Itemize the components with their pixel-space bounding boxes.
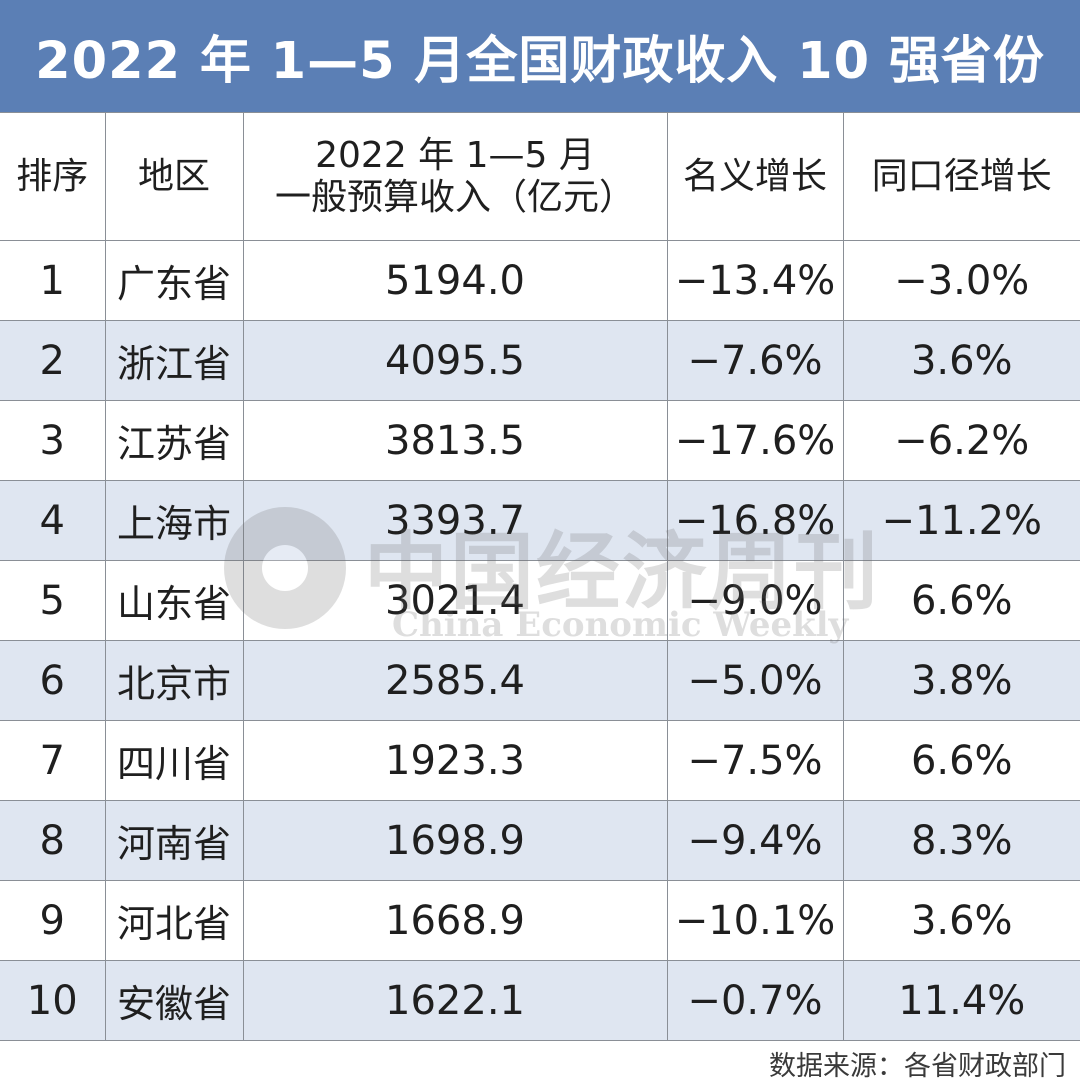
revenue-cell: 3813.5 [242, 400, 668, 481]
revenue-cell: 1923.3 [242, 720, 668, 801]
revenue-table: 排序 地区 2022 年 1—5 月 一般预算收入（亿元） 名义增长 同口径增长… [0, 112, 1080, 1041]
rank-cell: 7 [0, 720, 106, 801]
rank-cell: 2 [0, 320, 106, 401]
comparable-growth-cell: −3.0% [842, 240, 1080, 321]
revenue-cell: 1622.1 [242, 960, 668, 1041]
comparable-growth-cell: 11.4% [842, 960, 1080, 1041]
header-nominal-growth: 名义增长 [666, 112, 844, 241]
revenue-cell: 1698.9 [242, 800, 668, 881]
header-revenue-line2: 一般预算收入（亿元） [274, 176, 635, 218]
table-row: 2 浙江省 4095.5 −7.6% 3.6% [0, 320, 1080, 401]
comparable-growth-cell: 3.8% [842, 640, 1080, 721]
table-row: 6 北京市 2585.4 −5.0% 3.8% [0, 640, 1080, 721]
rank-cell: 6 [0, 640, 106, 721]
source-note: 数据来源：各省财政部门 [769, 1051, 1066, 1082]
header-row: 排序 地区 2022 年 1—5 月 一般预算收入（亿元） 名义增长 同口径增长 [0, 112, 1080, 241]
region-cell: 河北省 [104, 880, 244, 961]
revenue-cell: 2585.4 [242, 640, 668, 721]
region-cell: 上海市 [104, 480, 244, 561]
revenue-cell: 4095.5 [242, 320, 668, 401]
table-row: 9 河北省 1668.9 −10.1% 3.6% [0, 880, 1080, 961]
comparable-growth-cell: 3.6% [842, 880, 1080, 961]
nominal-growth-cell: −9.0% [666, 560, 844, 641]
header-comparable-growth: 同口径增长 [842, 112, 1080, 241]
revenue-cell: 3021.4 [242, 560, 668, 641]
header-region: 地区 [104, 112, 244, 241]
region-cell: 江苏省 [104, 400, 244, 481]
nominal-growth-cell: −7.5% [666, 720, 844, 801]
comparable-growth-cell: 6.6% [842, 560, 1080, 641]
region-cell: 四川省 [104, 720, 244, 801]
header-revenue-line1: 2022 年 1—5 月 [315, 134, 595, 176]
region-cell: 广东省 [104, 240, 244, 321]
region-cell: 浙江省 [104, 320, 244, 401]
comparable-growth-cell: 8.3% [842, 800, 1080, 881]
revenue-cell: 5194.0 [242, 240, 668, 321]
nominal-growth-cell: −0.7% [666, 960, 844, 1041]
nominal-growth-cell: −9.4% [666, 800, 844, 881]
nominal-growth-cell: −5.0% [666, 640, 844, 721]
table-row: 7 四川省 1923.3 −7.5% 6.6% [0, 720, 1080, 801]
nominal-growth-cell: −16.8% [666, 480, 844, 561]
revenue-cell: 1668.9 [242, 880, 668, 961]
region-cell: 北京市 [104, 640, 244, 721]
region-cell: 安徽省 [104, 960, 244, 1041]
nominal-growth-cell: −7.6% [666, 320, 844, 401]
nominal-growth-cell: −13.4% [666, 240, 844, 321]
nominal-growth-cell: −10.1% [666, 880, 844, 961]
rank-cell: 3 [0, 400, 106, 481]
table-row: 3 江苏省 3813.5 −17.6% −6.2% [0, 400, 1080, 481]
revenue-cell: 3393.7 [242, 480, 668, 561]
rank-cell: 8 [0, 800, 106, 881]
comparable-growth-cell: −6.2% [842, 400, 1080, 481]
table-row: 1 广东省 5194.0 −13.4% −3.0% [0, 240, 1080, 321]
header-revenue: 2022 年 1—5 月 一般预算收入（亿元） [242, 112, 668, 241]
table-row: 8 河南省 1698.9 −9.4% 8.3% [0, 800, 1080, 881]
header-rank: 排序 [0, 112, 106, 241]
page-title: 2022 年 1—5 月全国财政收入 10 强省份 [35, 32, 1045, 91]
rank-cell: 4 [0, 480, 106, 561]
table-row: 10 安徽省 1622.1 −0.7% 11.4% [0, 960, 1080, 1041]
rank-cell: 9 [0, 880, 106, 961]
comparable-growth-cell: 6.6% [842, 720, 1080, 801]
region-cell: 河南省 [104, 800, 244, 881]
table-row: 4 上海市 3393.7 −16.8% −11.2% [0, 480, 1080, 561]
nominal-growth-cell: −17.6% [666, 400, 844, 481]
comparable-growth-cell: −11.2% [842, 480, 1080, 561]
title-bar: 2022 年 1—5 月全国财政收入 10 强省份 [0, 0, 1080, 112]
rank-cell: 5 [0, 560, 106, 641]
region-cell: 山东省 [104, 560, 244, 641]
comparable-growth-cell: 3.6% [842, 320, 1080, 401]
rank-cell: 1 [0, 240, 106, 321]
table-row: 5 山东省 3021.4 −9.0% 6.6% [0, 560, 1080, 641]
rank-cell: 10 [0, 960, 106, 1041]
